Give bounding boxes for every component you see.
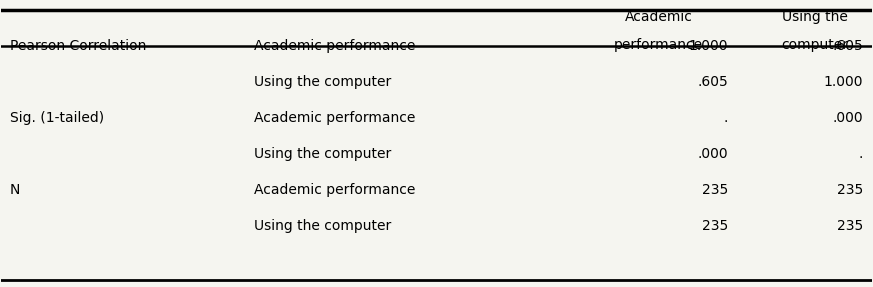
Text: .000: .000 [698,147,728,161]
Text: .000: .000 [832,111,863,125]
Text: 1.000: 1.000 [823,75,863,89]
Text: computer: computer [781,38,849,52]
Text: Sig. (1-tailed): Sig. (1-tailed) [10,111,104,125]
Text: Pearson Correlation: Pearson Correlation [10,39,147,53]
Text: Academic performance: Academic performance [254,39,416,53]
Text: .: . [858,147,863,161]
Text: Using the: Using the [782,9,848,24]
Text: N: N [10,183,20,197]
Text: Using the computer: Using the computer [254,147,391,161]
Text: performance: performance [614,38,703,52]
Text: .: . [724,111,728,125]
Text: .605: .605 [698,75,728,89]
Text: Using the computer: Using the computer [254,219,391,233]
Text: 1.000: 1.000 [689,39,728,53]
Text: Academic performance: Academic performance [254,111,416,125]
Text: Academic: Academic [624,9,692,24]
Text: Academic performance: Academic performance [254,183,416,197]
Text: 235: 235 [702,183,728,197]
Text: 235: 235 [702,219,728,233]
Text: .605: .605 [832,39,863,53]
Text: 235: 235 [836,183,863,197]
Text: 235: 235 [836,219,863,233]
Text: Using the computer: Using the computer [254,75,391,89]
